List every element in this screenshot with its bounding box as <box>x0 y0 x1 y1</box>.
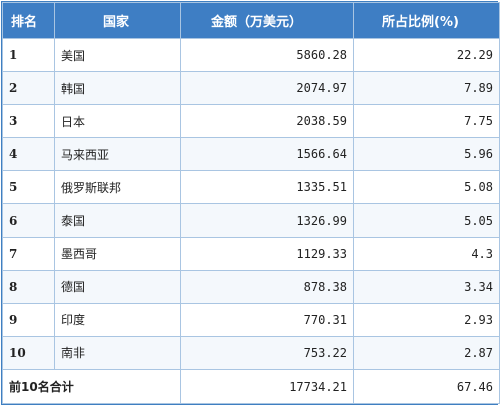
header-country: 国家 <box>54 2 181 39</box>
rank-cell: 7 <box>2 236 55 271</box>
share-cell: 7.75 <box>353 104 500 139</box>
rank-cell: 4 <box>2 137 55 172</box>
table-row: 1 美国 5860.28 22.29 <box>2 37 500 73</box>
share-cell: 7.89 <box>353 71 500 106</box>
amount-cell: 753.22 <box>180 335 354 371</box>
rank-cell: 9 <box>2 302 55 337</box>
country-cell: 泰国 <box>54 203 181 238</box>
table-row: 4 马来西亚 1566.64 5.96 <box>2 137 500 172</box>
amount-cell: 878.38 <box>180 269 354 304</box>
share-cell: 5.08 <box>353 170 500 205</box>
amount-cell: 1326.99 <box>180 203 354 238</box>
share-cell: 5.05 <box>353 203 500 238</box>
country-cell: 韩国 <box>54 71 181 106</box>
rank-cell: 8 <box>2 269 55 304</box>
share-cell: 3.34 <box>353 269 500 304</box>
amount-cell: 770.31 <box>180 302 354 337</box>
share-cell: 22.29 <box>353 37 500 73</box>
amount-cell: 5860.28 <box>180 37 354 73</box>
rank-cell: 10 <box>2 335 55 371</box>
header-amount: 金额（万美元） <box>180 2 354 39</box>
country-cell: 德国 <box>54 269 181 304</box>
table-row: 6 泰国 1326.99 5.05 <box>2 203 500 238</box>
country-cell: 美国 <box>54 37 181 73</box>
total-label: 前10名合计 <box>2 369 181 404</box>
rank-cell: 1 <box>2 37 55 73</box>
amount-cell: 1129.33 <box>180 236 354 271</box>
table-row: 8 德国 878.38 3.34 <box>2 269 500 304</box>
total-amount: 17734.21 <box>180 369 354 404</box>
country-cell: 马来西亚 <box>54 137 181 172</box>
amount-cell: 1335.51 <box>180 170 354 205</box>
total-row: 前10名合计 17734.21 67.46 <box>2 369 500 404</box>
header-share: 所占比例(%) <box>353 2 500 39</box>
rank-cell: 2 <box>2 71 55 106</box>
header-rank: 排名 <box>2 2 55 39</box>
share-cell: 4.3 <box>353 236 500 271</box>
total-share: 67.46 <box>353 369 500 404</box>
table-row: 2 韩国 2074.97 7.89 <box>2 71 500 106</box>
country-cell: 印度 <box>54 302 181 337</box>
table-row: 5 俄罗斯联邦 1335.51 5.08 <box>2 170 500 205</box>
rank-cell: 6 <box>2 203 55 238</box>
share-cell: 2.87 <box>353 335 500 371</box>
rank-cell: 5 <box>2 170 55 205</box>
country-cell: 墨西哥 <box>54 236 181 271</box>
amount-cell: 2038.59 <box>180 104 354 139</box>
header-row: 排名 国家 金额（万美元） 所占比例(%) <box>2 2 500 39</box>
country-cell: 日本 <box>54 104 181 139</box>
rank-cell: 3 <box>2 104 55 139</box>
share-cell: 5.96 <box>353 137 500 172</box>
table-row: 7 墨西哥 1129.33 4.3 <box>2 236 500 271</box>
table-row: 3 日本 2038.59 7.75 <box>2 104 500 139</box>
amount-cell: 2074.97 <box>180 71 354 106</box>
country-cell: 俄罗斯联邦 <box>54 170 181 205</box>
share-cell: 2.93 <box>353 302 500 337</box>
table-row: 10 南非 753.22 2.87 <box>2 335 500 371</box>
country-cell: 南非 <box>54 335 181 371</box>
table-row: 9 印度 770.31 2.93 <box>2 302 500 337</box>
amount-cell: 1566.64 <box>180 137 354 172</box>
